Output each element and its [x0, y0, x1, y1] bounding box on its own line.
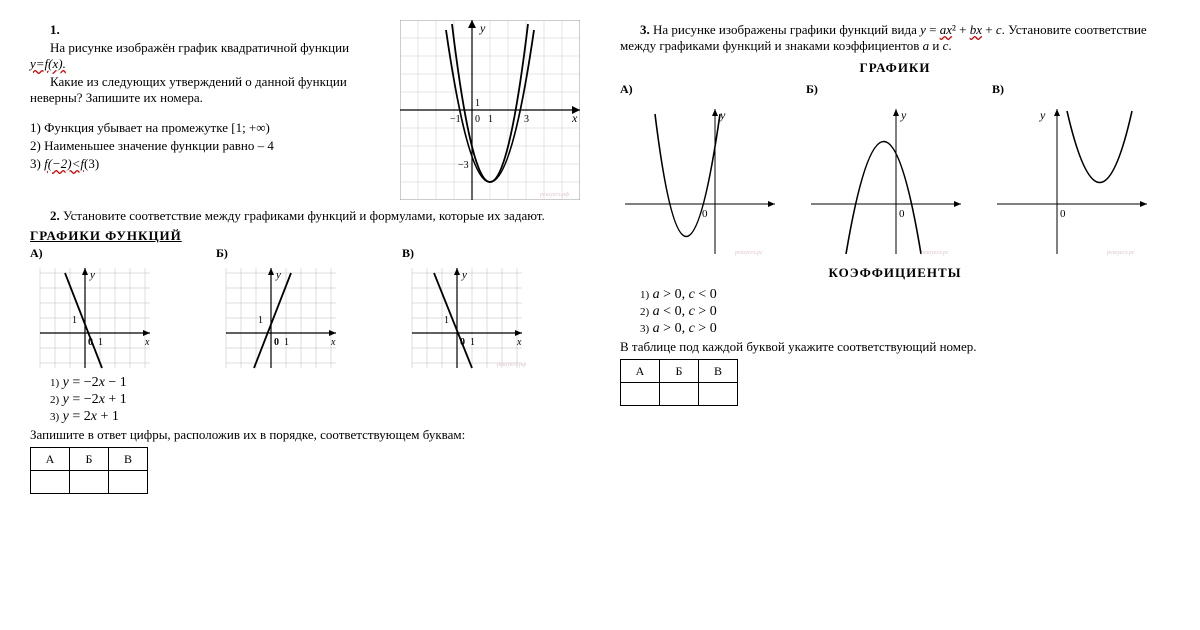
task2-charts: А) y 0 1 1 x Б): [30, 246, 580, 373]
task2-formula2: 2) y = −2x + 1: [50, 392, 580, 408]
task3-chart-b: y 0 решуегэ.рс: [806, 99, 966, 259]
svg-text:решуегэ.рф: решуегэ.рф: [539, 191, 570, 198]
task3-head: 3. На рисунке изображены графики функций…: [620, 22, 1170, 54]
svg-text:−1: −1: [450, 114, 461, 125]
svg-text:x: x: [516, 337, 522, 348]
task3-chart-a: y 0 решуегэ.рс: [620, 99, 780, 259]
svg-text:1: 1: [258, 315, 263, 326]
svg-text:x: x: [571, 111, 578, 125]
task2-chart-a: y 0 1 1 x: [30, 263, 160, 373]
task3-coef3: 3) a > 0, c > 0: [640, 321, 1170, 337]
svg-text:1: 1: [488, 114, 493, 125]
task3-charts: А) y 0 решуегэ.рс Б) y 0: [620, 82, 1170, 259]
svg-text:3: 3: [524, 114, 529, 125]
svg-text:y: y: [479, 21, 486, 35]
task3-coef2: 2) a < 0, c > 0: [640, 304, 1170, 320]
svg-text:решуегэ.рс: решуегэ.рс: [920, 250, 949, 256]
task3-coef1: 1) a > 0, c < 0: [640, 287, 1170, 303]
svg-text:1: 1: [475, 98, 480, 109]
svg-text:0: 0: [899, 208, 905, 220]
svg-text:решуегэ.рс: решуегэ.рс: [734, 250, 763, 256]
task3-chart-c: y 0 решуегэ.рс: [992, 99, 1152, 259]
task1-stmt2: 2) Наименьшее значение функции равно – 4: [30, 138, 388, 154]
task1-text1: На рисунке изображён график квадратичной…: [30, 40, 388, 72]
task1-stmt3: 3) f(−2)<f(3): [30, 156, 388, 172]
task1-text2: Какие из следующих утверждений о данной …: [30, 74, 388, 106]
svg-text:x: x: [330, 337, 336, 348]
task1-stmt1: 1) Функция убывает на промежутке [1; +∞): [30, 120, 388, 136]
svg-text:0: 0: [274, 337, 279, 348]
task2-instruction: Запишите в ответ цифры, расположив их в …: [30, 427, 580, 443]
svg-text:0: 0: [1060, 208, 1066, 220]
svg-text:x: x: [144, 337, 150, 348]
svg-text:решуегэ.рф: решуегэ.рф: [496, 361, 527, 368]
task2-section: ГРАФИКИ ФУНКЦИЙ: [30, 228, 580, 244]
svg-text:1: 1: [98, 337, 103, 348]
svg-text:0: 0: [88, 337, 93, 348]
svg-text:решуегэ.рс: решуегэ.рс: [1106, 250, 1135, 256]
task1-num: 1.: [50, 22, 60, 37]
svg-text:1: 1: [444, 315, 449, 326]
svg-text:y: y: [900, 108, 907, 122]
svg-text:y: y: [89, 269, 95, 281]
task2-formula3: 3) y = 2x + 1: [50, 409, 580, 425]
task3-instruction: В таблице под каждой буквой укажите соот…: [620, 339, 1170, 355]
task3-section-graphs: ГРАФИКИ: [620, 60, 1170, 76]
task2-formula1: 1) y = −2x − 1: [50, 375, 580, 391]
svg-text:1: 1: [470, 337, 475, 348]
svg-text:0: 0: [702, 208, 708, 220]
svg-text:1: 1: [72, 315, 77, 326]
task2-chart-b: y 0 1 1 x: [216, 263, 346, 373]
svg-text:1: 1: [284, 337, 289, 348]
task3-table: АБВ: [620, 359, 738, 406]
task2-head: 2. Установите соответствие между графика…: [30, 208, 580, 224]
svg-text:y: y: [275, 269, 281, 281]
svg-text:0: 0: [460, 337, 465, 348]
svg-text:−3: −3: [458, 160, 469, 171]
svg-text:y: y: [461, 269, 467, 281]
task1-chart: y x 1 −1 0 1 3 −3 решуегэ.рф: [400, 20, 580, 200]
svg-text:0: 0: [475, 114, 480, 125]
left-column: 1. На рисунке изображён график квадратич…: [30, 20, 580, 610]
svg-text:y: y: [1039, 108, 1046, 122]
task1-block: 1. На рисунке изображён график квадратич…: [30, 20, 580, 200]
task2-chart-c: y 0 1 1 x решуегэ.рф: [402, 263, 532, 373]
task2-table: АБВ: [30, 447, 148, 494]
right-column: 3. На рисунке изображены графики функций…: [620, 20, 1170, 610]
task3-section-coef: КОЭФФИЦИЕНТЫ: [620, 265, 1170, 281]
